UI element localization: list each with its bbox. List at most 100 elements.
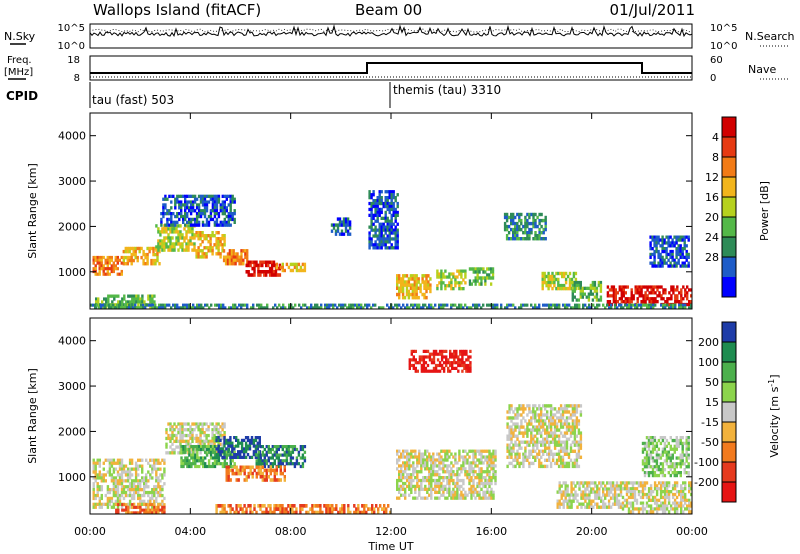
power-echo-cell [102,267,105,271]
power-echo-cell [209,197,213,201]
velocity-echo-cell [227,468,230,473]
noise-sky-trace [89,24,693,38]
velocity-echo-cell [454,484,457,489]
velocity-echo-cell [396,452,399,456]
velocity-echo-cell [488,461,491,465]
power-echo-cell [211,246,214,250]
power-echo-cell [232,306,235,310]
power-echo-cell [512,237,515,241]
velocity-echo-cell [549,428,553,432]
power-echo-cell [225,206,228,210]
power-echo-cell [157,248,160,252]
velocity-echo-cell [556,502,559,506]
power-echo-cell [201,194,205,198]
velocity-echo-cell [357,507,360,511]
power-echo-cell [386,207,389,212]
power-echo-cell [106,303,109,307]
power-echo-cell [246,252,249,256]
power-echo-cell [657,241,660,245]
velocity-echo-cell [96,482,99,486]
velocity-echo-cell [147,490,150,495]
power-echo-cell [524,221,527,226]
power-echo-cell [160,306,163,310]
power-echo-cell [427,283,430,287]
velocity-echo-cell [244,441,248,445]
power-echo-cell [179,236,182,240]
velocity-echo-cell [514,440,517,444]
velocity-echo-region [396,449,497,500]
velocity-echo-cell [516,407,519,411]
velocity-echo-cell [410,452,413,456]
power-echo-cell [474,303,477,307]
velocity-echo-cell [486,461,489,465]
power-echo-cell [175,239,178,243]
power-echo-cell [681,238,684,242]
velocity-echo-cell [217,444,220,448]
power-echo-cell [386,237,389,241]
power-echo-cell [113,294,116,298]
velocity-echo-cell [553,419,557,423]
velocity-echo-cell [283,445,286,449]
power-echo-cell [661,235,664,239]
velocity-echo-cell [139,458,142,462]
power-echo-cell [480,282,483,286]
power-echo-cell [213,234,216,238]
velocity-echo-cell [180,464,183,469]
power-echo-cell [172,303,175,307]
velocity-echo-cell [426,449,429,453]
velocity-echo-cell [181,439,184,443]
velocity-echo-cell [532,428,535,432]
velocity-echo-cell [454,461,457,465]
power-echo-cell [340,229,344,233]
power-echo-cell [568,286,572,291]
velocity-echo-cell [420,496,423,500]
power-echo-cell [182,203,185,207]
power-echo-cell [215,252,218,256]
velocity-echo-cell [173,428,176,432]
velocity-echo-region [255,445,307,469]
velocity-echo-cell [211,464,215,469]
power-echo-cell [282,303,285,307]
power-echo-cell [530,303,533,307]
power-echo-cell [293,265,297,270]
power-echo-cell [624,285,627,289]
power-echo-cell [144,306,147,310]
power-echo-cell [616,291,619,295]
velocity-echo-cell [271,447,274,452]
velocity-echo-cell [229,468,232,473]
velocity-echo-cell [559,431,563,435]
velocity-echo-cell [551,434,555,438]
velocity-echo-cell [404,490,407,494]
velocity-echo-cell [267,464,270,469]
velocity-echo-cell [289,504,292,508]
power-echo-cell [226,252,230,256]
power-echo-cell [182,194,185,198]
power-echo-cell [679,247,682,251]
power-echo-cell [358,306,361,310]
power-echo-cell [152,246,155,251]
power-echo-cell [413,292,416,297]
power-echo-cell [659,252,662,257]
power-echo-cell [150,246,153,251]
velocity-echo-cell [183,422,186,426]
velocity-echo-cell [116,496,120,501]
power-echo-cell [458,272,461,276]
velocity-echo-cell [219,453,222,457]
power-echo-cell [228,306,231,310]
power-echo-cell [185,224,188,228]
velocity-echo-cell [303,450,307,454]
velocity-echo-cell [265,462,268,466]
power-echo-cell [571,298,574,302]
power-echo-cell [456,281,459,285]
velocity-echo-cell [476,481,479,486]
velocity-echo-cell [460,470,463,474]
velocity-echo-cell [526,413,529,417]
power-echo-cell [209,246,212,250]
power-echo-cell [663,247,666,251]
velocity-echo-cell [129,511,132,515]
velocity-echo-cell [458,484,461,489]
velocity-echo-cell [484,458,487,462]
velocity-echo-cell [540,449,543,453]
velocity-echo-cell [562,505,565,509]
power-echo-cell [655,238,658,242]
